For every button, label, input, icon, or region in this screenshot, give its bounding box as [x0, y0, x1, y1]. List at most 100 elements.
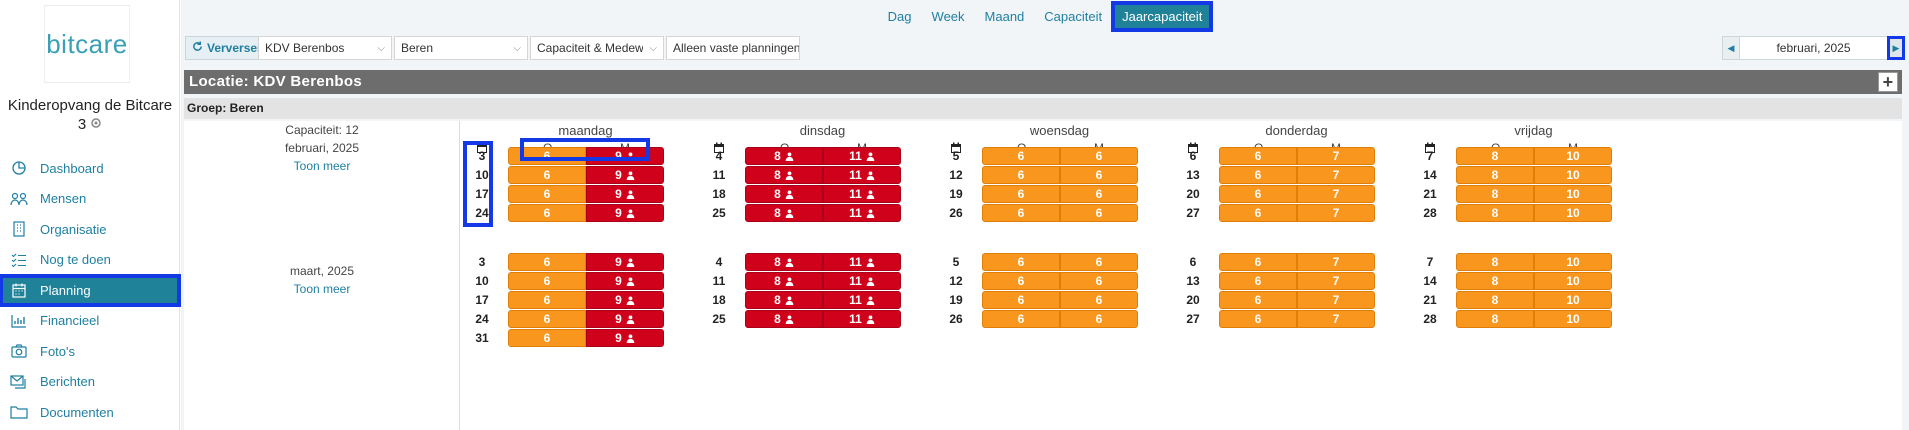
- capacity-cell-m[interactable]: 10: [1534, 291, 1612, 309]
- capacity-cell-m[interactable]: 6: [1060, 147, 1138, 165]
- capacity-cell-o[interactable]: 6: [982, 185, 1060, 203]
- capacity-cell-o[interactable]: 6: [508, 166, 586, 184]
- capacity-cell-m[interactable]: 11: [823, 204, 901, 222]
- capacity-cell-m[interactable]: 9: [586, 253, 664, 271]
- capacity-cell-m[interactable]: 6: [1060, 272, 1138, 290]
- capacity-cell-m[interactable]: 6: [1060, 291, 1138, 309]
- capacity-cell-o[interactable]: 8: [1456, 291, 1534, 309]
- tab-dag[interactable]: Dag: [887, 9, 912, 24]
- filter-select[interactable]: Alleen vaste planningen⌵: [666, 36, 800, 60]
- sidebar-item-dashboard[interactable]: Dashboard: [0, 153, 180, 184]
- capacity-cell-m[interactable]: 9: [586, 272, 664, 290]
- capacity-cell-o[interactable]: 6: [1219, 185, 1297, 203]
- sidebar-item-fotos[interactable]: Foto's: [0, 336, 180, 367]
- capacity-cell-o[interactable]: 8: [745, 253, 823, 271]
- capacity-cell-m[interactable]: 7: [1297, 291, 1375, 309]
- capacity-cell-o[interactable]: 6: [1219, 147, 1297, 165]
- capacity-cell-m[interactable]: 7: [1297, 253, 1375, 271]
- capacity-cell-o[interactable]: 8: [1456, 147, 1534, 165]
- capacity-cell-m[interactable]: 9: [586, 185, 664, 203]
- capacity-cell-m[interactable]: 10: [1534, 204, 1612, 222]
- capacity-cell-o[interactable]: 8: [745, 166, 823, 184]
- capacity-cell-o[interactable]: 6: [982, 310, 1060, 328]
- capacity-cell-m[interactable]: 10: [1534, 166, 1612, 184]
- toon-meer-link[interactable]: Toon meer: [293, 282, 351, 296]
- capacity-cell-o[interactable]: 6: [1219, 310, 1297, 328]
- capacity-cell-o[interactable]: 6: [1219, 253, 1297, 271]
- capacity-cell-o[interactable]: 6: [982, 272, 1060, 290]
- capacity-cell-o[interactable]: 8: [1456, 272, 1534, 290]
- logo[interactable]: bitcare: [44, 5, 130, 83]
- capacity-cell-o[interactable]: 6: [1219, 291, 1297, 309]
- capacity-cell-o[interactable]: 8: [745, 185, 823, 203]
- capacity-cell-o[interactable]: 6: [982, 166, 1060, 184]
- capacity-cell-m[interactable]: 6: [1060, 185, 1138, 203]
- capacity-cell-o[interactable]: 8: [745, 272, 823, 290]
- capacity-cell-m[interactable]: 9: [586, 147, 664, 165]
- capacity-cell-m[interactable]: 7: [1297, 272, 1375, 290]
- toon-meer-link[interactable]: Toon meer: [293, 159, 351, 173]
- capacity-cell-m[interactable]: 10: [1534, 272, 1612, 290]
- capacity-cell-o[interactable]: 6: [508, 272, 586, 290]
- capacity-cell-m[interactable]: 11: [823, 310, 901, 328]
- gear-icon[interactable]: [90, 115, 102, 134]
- capacity-cell-m[interactable]: 7: [1297, 185, 1375, 203]
- capacity-cell-o[interactable]: 6: [508, 310, 586, 328]
- capacity-cell-m[interactable]: 7: [1297, 147, 1375, 165]
- capacity-cell-o[interactable]: 8: [1456, 166, 1534, 184]
- capacity-cell-m[interactable]: 9: [586, 329, 664, 347]
- capacity-cell-o[interactable]: 8: [745, 310, 823, 328]
- capacity-cell-m[interactable]: 6: [1060, 166, 1138, 184]
- capacity-cell-m[interactable]: 9: [586, 166, 664, 184]
- add-button[interactable]: +: [1878, 72, 1898, 92]
- capacity-cell-o[interactable]: 6: [982, 253, 1060, 271]
- capacity-cell-o[interactable]: 6: [1219, 166, 1297, 184]
- capacity-cell-o[interactable]: 6: [508, 204, 586, 222]
- capacity-cell-o[interactable]: 8: [745, 147, 823, 165]
- capacity-cell-m[interactable]: 6: [1060, 253, 1138, 271]
- capacity-cell-o[interactable]: 8: [745, 291, 823, 309]
- capacity-cell-o[interactable]: 8: [1456, 185, 1534, 203]
- capacity-cell-m[interactable]: 11: [823, 147, 901, 165]
- capacity-cell-m[interactable]: 9: [586, 204, 664, 222]
- capacity-cell-o[interactable]: 8: [745, 204, 823, 222]
- capacity-cell-m[interactable]: 10: [1534, 147, 1612, 165]
- capacity-cell-o[interactable]: 6: [982, 291, 1060, 309]
- group-select[interactable]: Beren ⌵: [394, 36, 528, 60]
- next-month-button[interactable]: ▶: [1887, 36, 1905, 60]
- location-select[interactable]: KDV Berenbos ⌵: [258, 36, 392, 60]
- refresh-button[interactable]: Verversen: [185, 36, 272, 60]
- view-select[interactable]: Capaciteit & Medewerkers ⌵: [530, 36, 664, 60]
- capacity-cell-m[interactable]: 11: [823, 166, 901, 184]
- capacity-cell-o[interactable]: 6: [1219, 272, 1297, 290]
- capacity-cell-m[interactable]: 11: [823, 291, 901, 309]
- capacity-cell-m[interactable]: 6: [1060, 310, 1138, 328]
- capacity-cell-m[interactable]: 9: [586, 310, 664, 328]
- sidebar-item-documenten[interactable]: Documenten: [0, 397, 180, 428]
- sidebar-item-mensen[interactable]: Mensen: [0, 184, 180, 215]
- sidebar-item-planning[interactable]: Planning: [0, 274, 181, 307]
- capacity-cell-o[interactable]: 8: [1456, 204, 1534, 222]
- capacity-cell-m[interactable]: 10: [1534, 310, 1612, 328]
- capacity-cell-m[interactable]: 7: [1297, 166, 1375, 184]
- capacity-cell-m[interactable]: 10: [1534, 253, 1612, 271]
- capacity-cell-m[interactable]: 6: [1060, 204, 1138, 222]
- capacity-cell-o[interactable]: 6: [982, 204, 1060, 222]
- capacity-cell-m[interactable]: 11: [823, 272, 901, 290]
- capacity-cell-m[interactable]: 10: [1534, 185, 1612, 203]
- sidebar-item-organisatie[interactable]: Organisatie: [0, 214, 180, 245]
- capacity-cell-o[interactable]: 6: [982, 147, 1060, 165]
- capacity-cell-o[interactable]: 6: [1219, 204, 1297, 222]
- capacity-cell-o[interactable]: 6: [508, 147, 586, 165]
- tab-jaarcapaciteit[interactable]: Jaarcapaciteit: [1111, 1, 1214, 32]
- tab-capaciteit[interactable]: Capaciteit: [1044, 9, 1103, 24]
- capacity-cell-o[interactable]: 8: [1456, 310, 1534, 328]
- sidebar-item-financieel[interactable]: Financieel: [0, 306, 180, 337]
- tab-maand[interactable]: Maand: [984, 9, 1025, 24]
- capacity-cell-m[interactable]: 7: [1297, 204, 1375, 222]
- capacity-cell-o[interactable]: 6: [508, 253, 586, 271]
- capacity-cell-o[interactable]: 8: [1456, 253, 1534, 271]
- capacity-cell-m[interactable]: 11: [823, 253, 901, 271]
- capacity-cell-o[interactable]: 6: [508, 291, 586, 309]
- capacity-cell-m[interactable]: 7: [1297, 310, 1375, 328]
